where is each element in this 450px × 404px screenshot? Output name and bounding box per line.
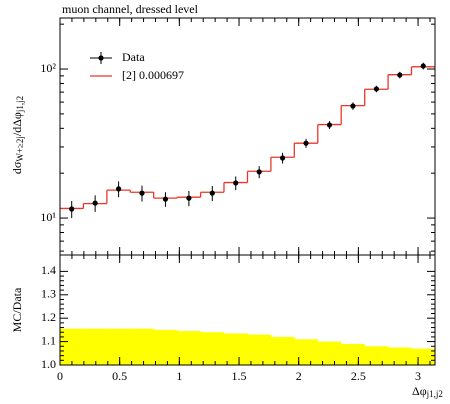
ratio-band (270, 336, 295, 365)
ratio-band (130, 328, 154, 365)
main-frame (59, 17, 436, 256)
ratio-band (341, 343, 366, 365)
data-point (350, 103, 356, 109)
y-tick-label: 1.4 (41, 263, 56, 277)
data-point (256, 169, 262, 175)
x-tick-label: 0 (57, 369, 63, 383)
data-point (326, 122, 333, 128)
legend-label: [2] 0.000697 (122, 68, 184, 82)
ratio-band (317, 341, 342, 365)
data-point (116, 186, 122, 192)
y-tick-label: 1.0 (41, 357, 56, 371)
data-point (233, 180, 239, 186)
x-tick-label: 0.5 (112, 369, 127, 383)
x-label-part: Δφ (412, 384, 427, 398)
ratio-band (60, 328, 84, 365)
ratio-y-label: MC/Data (10, 287, 24, 332)
y-tick-label: 10¹ (40, 210, 56, 224)
ratio-band (364, 346, 389, 365)
data-point (162, 196, 169, 202)
chart-title: muon channel, dressed level (62, 2, 199, 16)
y-tick-label: 1.3 (41, 287, 56, 301)
data-point (209, 190, 215, 196)
y-axis-label: dσW+≥2j/dΔφj1,j2 (10, 96, 25, 174)
legend-marker (98, 55, 104, 61)
ratio-band (177, 331, 201, 365)
x-tick-label: 1.5 (232, 369, 247, 383)
legend-label: Data (122, 50, 145, 64)
ratio-band (83, 328, 108, 365)
ratio-band (200, 332, 225, 365)
data-point (303, 140, 309, 146)
y-label-sub: W+≥2j (15, 136, 25, 162)
y-label-sub: j1,j2 (15, 96, 25, 113)
x-tick-label: 3 (415, 369, 421, 383)
y-tick-label: 1.2 (41, 310, 56, 324)
y-label-part: dσ (10, 161, 24, 174)
data-point (92, 200, 98, 206)
data-point (279, 155, 286, 161)
ratio-band (106, 328, 131, 365)
ratio-band (247, 334, 272, 365)
y-tick-label: 10² (40, 61, 56, 75)
data-point (69, 206, 75, 212)
ratio-frame (59, 254, 436, 366)
ratio-band (223, 333, 248, 365)
data-point (373, 86, 379, 92)
x-axis-label: Δφj1,j2 (412, 384, 443, 399)
data-point (420, 63, 426, 69)
ratio-band (153, 329, 178, 365)
ratio-band (411, 348, 436, 365)
x-tick-label: 2.5 (351, 369, 366, 383)
data-point (186, 195, 192, 201)
data-point (139, 190, 145, 196)
x-tick-label: 2 (296, 369, 302, 383)
ratio-band (294, 339, 319, 365)
data-point (397, 72, 403, 78)
x-tick-label: 1 (176, 369, 182, 383)
ratio-band (388, 347, 412, 365)
x-label-sub: j1,j2 (426, 389, 443, 399)
y-label-part: /dΔφ (10, 112, 24, 136)
y-tick-label: 1.1 (41, 333, 56, 347)
